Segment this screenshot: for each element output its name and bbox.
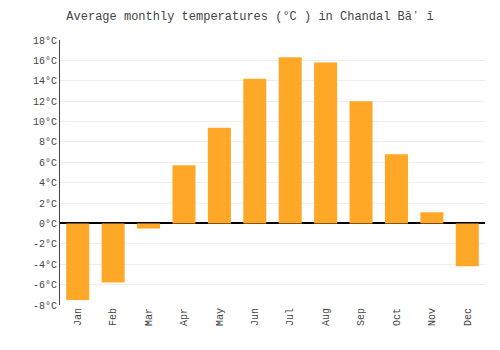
svg-text:-8°C: -8°C (33, 301, 57, 312)
svg-text:Sep: Sep (356, 308, 367, 326)
svg-text:Jul: Jul (285, 308, 296, 326)
svg-text:Jan: Jan (73, 308, 84, 326)
svg-text:Average monthly temperatures (: Average monthly temperatures (°C ) in Ch… (66, 10, 433, 24)
svg-text:Apr: Apr (179, 308, 190, 326)
svg-text:Aug: Aug (321, 308, 332, 326)
svg-text:8°C: 8°C (39, 137, 57, 148)
svg-text:12°C: 12°C (33, 97, 57, 108)
svg-text:0°C: 0°C (39, 219, 57, 230)
svg-text:16°C: 16°C (33, 56, 57, 67)
svg-text:Feb: Feb (108, 308, 119, 326)
svg-text:-6°C: -6°C (33, 280, 57, 291)
svg-text:-4°C: -4°C (33, 260, 57, 271)
svg-text:2°C: 2°C (39, 199, 57, 210)
svg-text:May: May (215, 308, 226, 326)
svg-text:Nov: Nov (427, 308, 438, 326)
svg-text:Jun: Jun (250, 308, 261, 326)
svg-text:18°C: 18°C (33, 36, 57, 47)
svg-text:-2°C: -2°C (33, 239, 57, 250)
svg-text:14°C: 14°C (33, 76, 57, 87)
svg-text:4°C: 4°C (39, 178, 57, 189)
svg-text:10°C: 10°C (33, 117, 57, 128)
svg-text:Mar: Mar (144, 308, 155, 326)
svg-text:Oct: Oct (392, 308, 403, 326)
svg-text:Dec: Dec (463, 308, 474, 326)
svg-text:6°C: 6°C (39, 158, 57, 169)
